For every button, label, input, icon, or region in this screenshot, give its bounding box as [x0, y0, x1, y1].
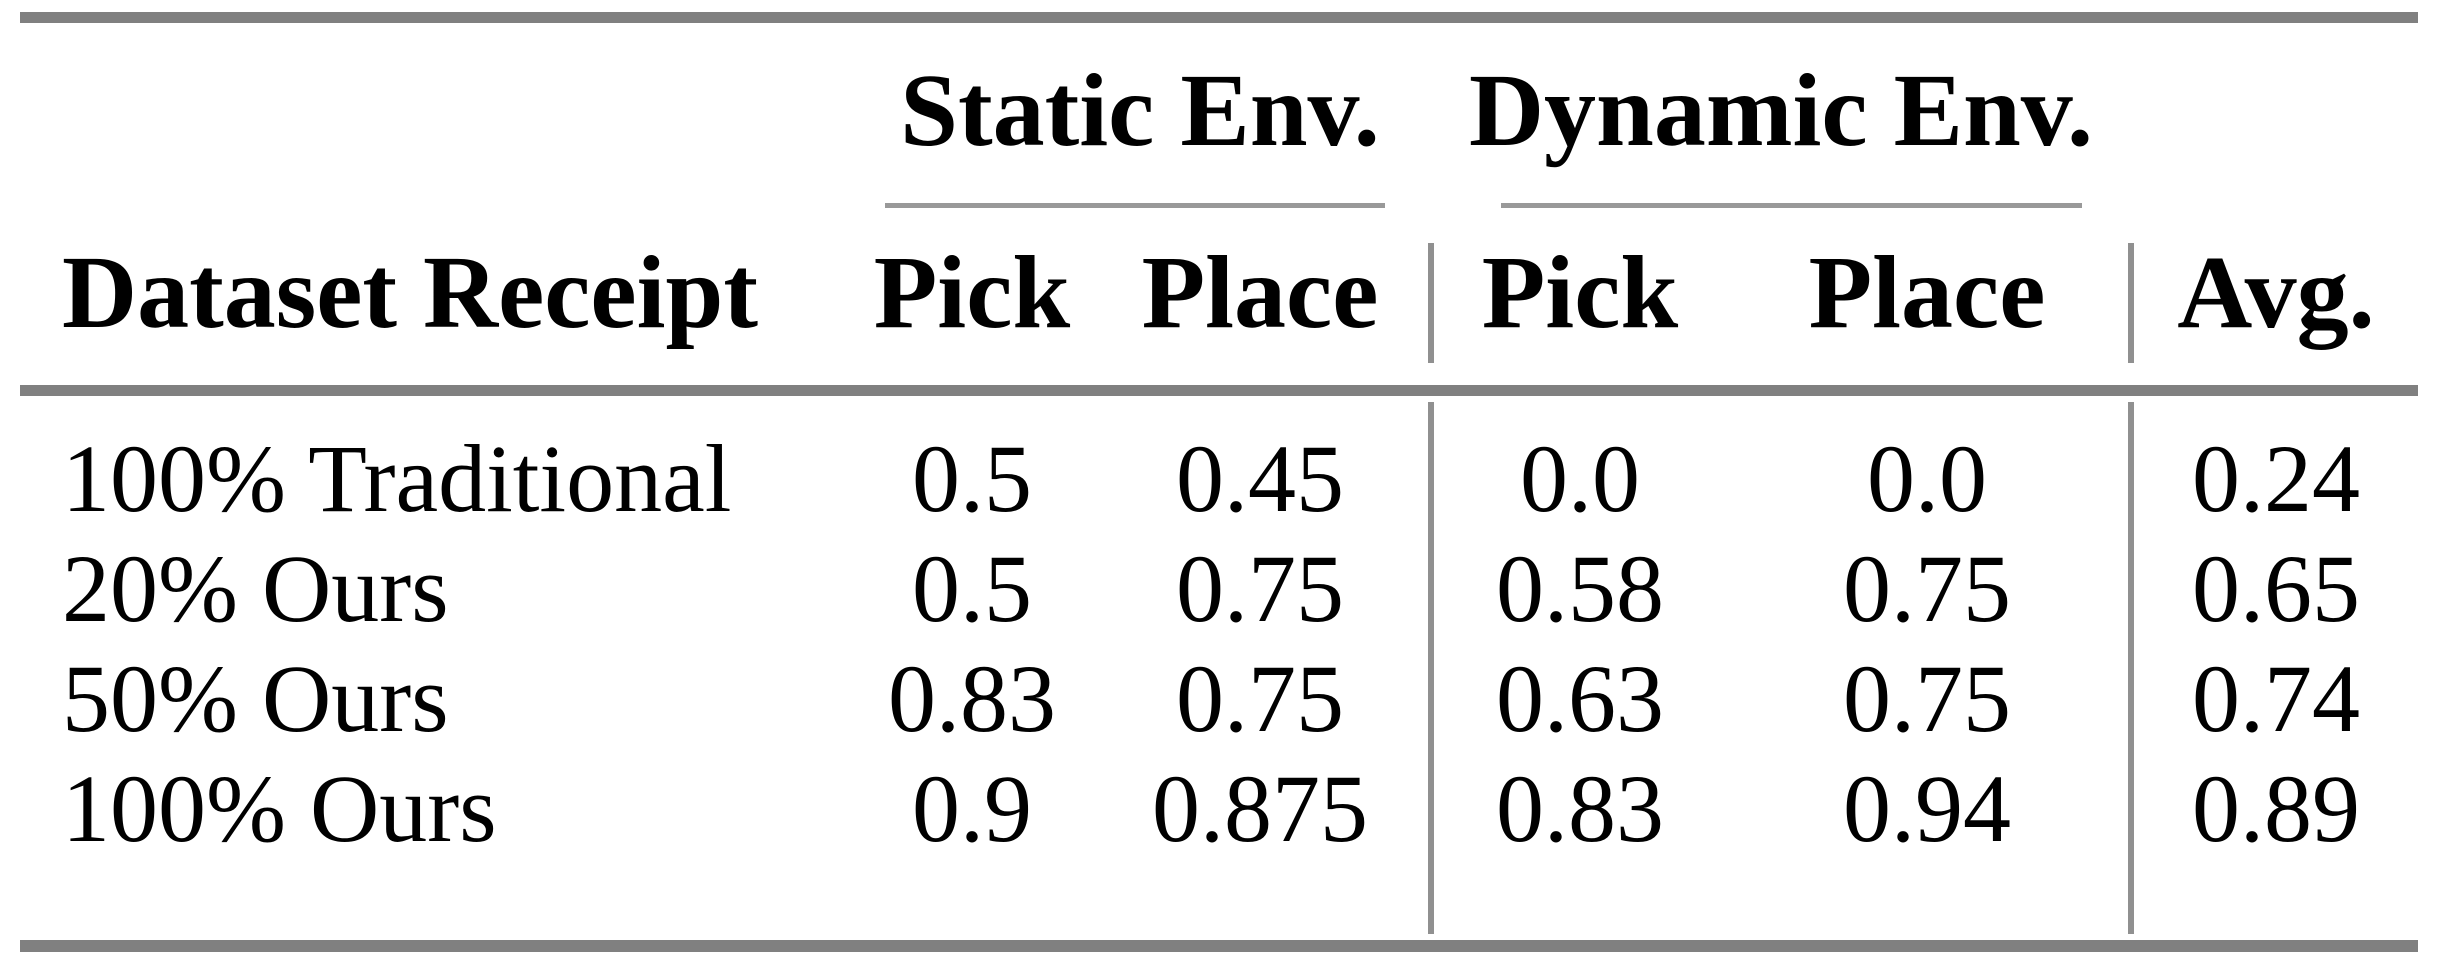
cell-static-place: 0.45 — [1176, 425, 1344, 532]
column-header-dynamic-place: Place — [1808, 235, 2046, 350]
cell-dynamic-pick: 0.83 — [1496, 755, 1664, 862]
cell-static-place: 0.75 — [1176, 535, 1344, 642]
cell-dynamic-pick: 0.58 — [1496, 535, 1664, 642]
cell-static-pick: 0.5 — [912, 535, 1032, 642]
column-header-static-pick: Pick — [873, 235, 1071, 350]
top-rule — [20, 12, 2418, 23]
group-header-dynamic-env: Dynamic Env. — [1468, 53, 2094, 168]
column-separator — [1428, 243, 1434, 363]
cell-dynamic-place: 0.0 — [1867, 425, 1987, 532]
column-separator — [2128, 243, 2134, 363]
table-header-row: Dataset Receipt Pick Place Pick Place Av… — [20, 230, 2418, 355]
table-row: 100% Traditional 0.5 0.45 0.0 0.0 0.24 — [20, 423, 2418, 534]
row-label: 20% Ours — [62, 535, 449, 642]
cell-static-pick: 0.9 — [912, 755, 1032, 862]
table-row: 100% Ours 0.9 0.875 0.83 0.94 0.89 — [20, 753, 2418, 864]
row-label: 50% Ours — [62, 645, 449, 752]
cell-dynamic-place: 0.75 — [1843, 535, 2011, 642]
cell-avg: 0.65 — [2192, 535, 2360, 642]
column-separator — [1428, 402, 1434, 934]
table-row: 50% Ours 0.83 0.75 0.63 0.75 0.74 — [20, 643, 2418, 754]
bottom-rule — [20, 940, 2418, 952]
cell-dynamic-place: 0.94 — [1843, 755, 2011, 862]
cell-avg: 0.89 — [2192, 755, 2360, 862]
cell-static-pick: 0.5 — [912, 425, 1032, 532]
cell-avg: 0.24 — [2192, 425, 2360, 532]
static-env-underline — [885, 203, 1385, 208]
cell-avg: 0.74 — [2192, 645, 2360, 752]
mid-rule — [20, 385, 2418, 396]
row-label: 100% Traditional — [62, 425, 732, 532]
column-header-static-place: Place — [1141, 235, 1379, 350]
cell-dynamic-place: 0.75 — [1843, 645, 2011, 752]
row-label: 100% Ours — [62, 755, 497, 862]
cell-static-place: 0.75 — [1176, 645, 1344, 752]
group-header-static-env: Static Env. — [900, 53, 1380, 168]
column-separator — [2128, 402, 2134, 934]
column-header-dataset-receipt: Dataset Receipt — [62, 235, 758, 350]
cell-static-pick: 0.83 — [888, 645, 1056, 752]
dynamic-env-underline — [1501, 203, 2082, 208]
cell-dynamic-pick: 0.63 — [1496, 645, 1664, 752]
cell-dynamic-pick: 0.0 — [1520, 425, 1640, 532]
column-header-dynamic-pick: Pick — [1481, 235, 1679, 350]
table-row: 20% Ours 0.5 0.75 0.58 0.75 0.65 — [20, 533, 2418, 644]
column-header-avg: Avg. — [2177, 235, 2375, 350]
cell-static-place: 0.875 — [1152, 755, 1368, 862]
